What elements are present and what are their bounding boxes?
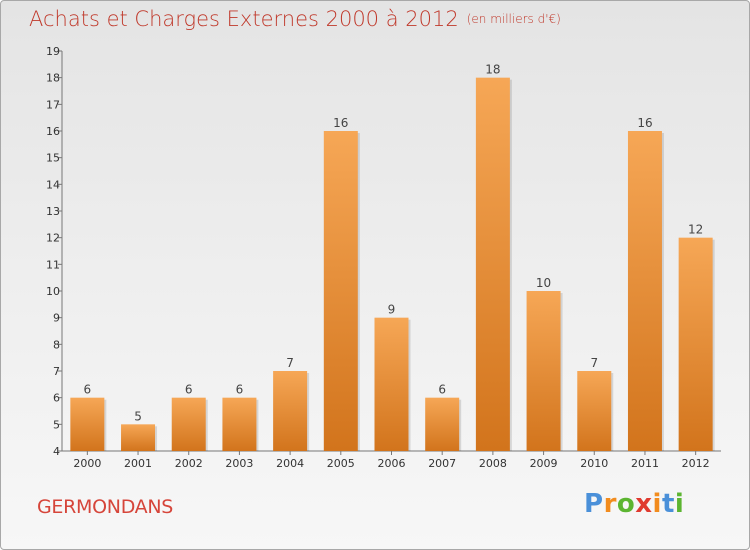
data-label: 7 [590, 356, 598, 370]
data-label: 6 [438, 383, 446, 397]
y-tick-label: 10 [46, 285, 60, 298]
logo-letter: i [652, 489, 662, 519]
logo-letter: P [584, 489, 604, 519]
logo-letter: o [616, 489, 636, 519]
bar [627, 131, 662, 451]
bar [374, 317, 409, 451]
x-tick-label: 2001 [124, 457, 152, 470]
logo-letter: i [674, 489, 685, 519]
y-tick-label: 12 [46, 232, 60, 245]
data-label: 9 [388, 303, 396, 317]
x-tick-label: 2012 [682, 457, 710, 470]
y-tick-label: 19 [46, 45, 60, 58]
y-tick-label: 6 [53, 392, 60, 405]
logo-letter: r [603, 489, 617, 519]
x-tick-label: 2006 [378, 457, 406, 470]
data-label: 16 [637, 116, 652, 130]
chart-title: Achats et Charges Externes 2000 à 2012 (e… [29, 7, 561, 31]
bar [526, 291, 561, 451]
x-tick-label: 2005 [327, 457, 355, 470]
y-tick-label: 16 [46, 125, 60, 138]
y-tick-label: 11 [46, 258, 60, 271]
bar [171, 397, 206, 451]
bar [425, 397, 460, 451]
y-tick-label: 17 [46, 98, 60, 111]
chart-unit: (en milliers d'€) [466, 12, 561, 26]
proxiti-logo: Proxiti [584, 489, 684, 519]
y-tick-label: 4 [53, 445, 60, 458]
x-tick-label: 2007 [428, 457, 456, 470]
x-tick-label: 2009 [530, 457, 558, 470]
x-tick-label: 2010 [580, 457, 608, 470]
y-tick-label: 13 [46, 205, 60, 218]
bar [70, 397, 105, 451]
y-tick-label: 15 [46, 152, 60, 165]
data-label: 18 [485, 63, 500, 77]
data-label: 6 [236, 383, 244, 397]
x-tick-label: 2003 [225, 457, 253, 470]
y-tick-label: 14 [46, 178, 60, 191]
x-tick-label: 2008 [479, 457, 507, 470]
commune-name: GERMONDANS [37, 496, 174, 518]
bar [475, 77, 510, 452]
bar [577, 371, 612, 451]
y-tick-label: 18 [46, 72, 60, 85]
x-tick-label: 2002 [175, 457, 203, 470]
y-tick-label: 5 [53, 418, 60, 431]
bar [678, 237, 713, 451]
data-label: 6 [84, 383, 92, 397]
data-label: 12 [688, 223, 703, 237]
bar [323, 131, 358, 451]
y-tick-label: 8 [53, 338, 60, 351]
data-label: 7 [286, 356, 294, 370]
logo-letter: x [635, 489, 653, 519]
data-label: 16 [333, 116, 348, 130]
data-label: 6 [185, 383, 193, 397]
logo-letter: t [661, 489, 675, 519]
x-tick-label: 2011 [631, 457, 659, 470]
x-tick-label: 2000 [73, 457, 101, 470]
y-tick-label: 7 [53, 365, 60, 378]
y-tick-label: 9 [53, 312, 60, 325]
chart-title-text: Achats et Charges Externes 2000 à 2012 [29, 7, 459, 31]
bar [121, 424, 156, 451]
data-label: 5 [134, 409, 142, 423]
x-tick-label: 2004 [276, 457, 304, 470]
data-label: 10 [536, 276, 551, 290]
bar [273, 371, 308, 451]
bar [222, 397, 257, 451]
